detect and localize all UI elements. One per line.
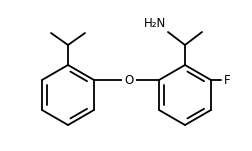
Text: H₂N: H₂N: [143, 17, 165, 30]
Text: O: O: [124, 74, 133, 87]
Text: F: F: [223, 74, 230, 87]
